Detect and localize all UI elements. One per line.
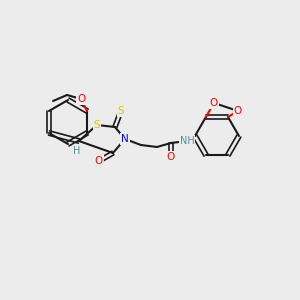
Text: N: N <box>121 134 129 144</box>
Text: S: S <box>94 120 100 130</box>
Text: H: H <box>73 146 81 156</box>
Text: S: S <box>118 106 124 116</box>
Text: O: O <box>210 98 218 108</box>
Text: O: O <box>95 156 103 166</box>
Text: O: O <box>234 106 242 116</box>
Text: O: O <box>77 94 85 104</box>
Text: NH: NH <box>180 136 194 146</box>
Text: O: O <box>167 152 175 162</box>
